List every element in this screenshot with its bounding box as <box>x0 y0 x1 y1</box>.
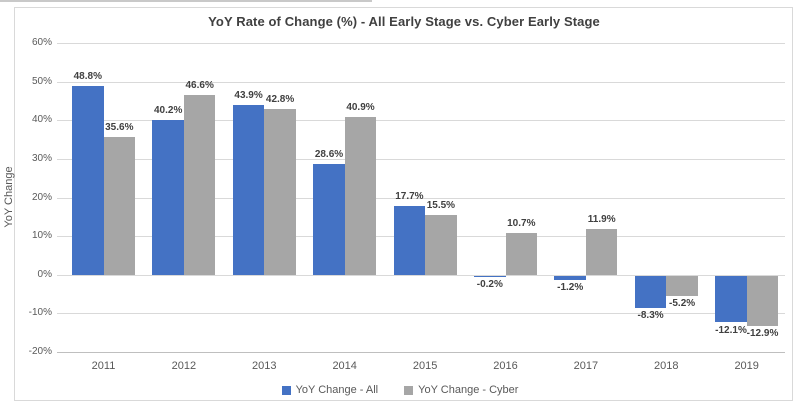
bar-cyber-2018 <box>666 275 698 296</box>
bar-label-all-2016: -0.2% <box>476 278 503 290</box>
y-tick-label: 0% <box>37 268 52 280</box>
x-tick-label-2017: 2017 <box>573 360 599 372</box>
y-tick-label: 40% <box>31 114 52 126</box>
y-tick-label: -20% <box>28 346 52 357</box>
bar-label-all-2014: 28.6% <box>314 149 344 161</box>
gridline <box>57 81 785 83</box>
bar-all-2018 <box>634 275 667 308</box>
bar-all-2017 <box>554 275 586 281</box>
legend-label-all: YoY Change - All <box>295 384 379 396</box>
y-tick-label: 50% <box>31 75 52 87</box>
bar-label-cyber-2017: 11.9% <box>587 213 616 225</box>
bar-label-cyber-2012: 46.6% <box>185 79 214 91</box>
bar-label-cyber-2015: 15.5% <box>426 199 456 211</box>
bar-all-2011 <box>72 86 104 275</box>
bar-all-2013 <box>232 105 265 275</box>
bar-label-all-2019: -12.1% <box>715 324 747 336</box>
bar-label-cyber-2018: -5.2% <box>669 297 696 309</box>
y-tick-label: 10% <box>31 230 52 242</box>
y-tick-label: 20% <box>31 191 52 203</box>
y-tick-label: 60% <box>31 37 52 48</box>
gridline <box>57 313 785 315</box>
x-tick-label-2014: 2014 <box>332 360 357 372</box>
bar-label-cyber-2014: 40.9% <box>346 101 375 113</box>
bar-cyber-2013 <box>264 109 296 275</box>
x-tick-label-2016: 2016 <box>493 360 518 372</box>
bar-label-all-2015: 17.7% <box>395 191 424 203</box>
bar-label-all-2011: 48.8% <box>73 71 102 83</box>
x-tick-label-2015: 2015 <box>412 360 438 372</box>
gridline <box>57 197 785 199</box>
bar-label-cyber-2011: 35.6% <box>105 122 134 134</box>
x-axis-line <box>57 352 785 353</box>
chart-border-box <box>14 7 793 401</box>
x-tick-label-2019: 2019 <box>734 360 759 372</box>
bar-cyber-2011 <box>103 137 135 275</box>
bar-label-cyber-2013: 42.8% <box>265 94 295 106</box>
x-tick-label-2012: 2012 <box>171 360 197 372</box>
legend-item-all: YoY Change - All <box>281 384 379 396</box>
legend-item-cyber: YoY Change - Cyber <box>404 384 518 396</box>
gridline <box>57 120 785 122</box>
x-tick-label-2018: 2018 <box>654 360 679 372</box>
chart-title: YoY Rate of Change (%) - All Early Stage… <box>208 14 600 29</box>
bar-all-2012 <box>152 119 184 275</box>
bar-all-2019 <box>715 275 747 323</box>
bar-cyber-2016 <box>505 233 537 275</box>
bar-all-2016 <box>474 275 506 277</box>
bar-cyber-2015 <box>425 214 457 275</box>
bar-label-all-2017: -1.2% <box>557 282 584 294</box>
y-tick-label: -10% <box>28 307 52 319</box>
legend-marker-cyber <box>404 385 414 395</box>
bar-label-all-2018: -8.3% <box>637 309 664 321</box>
bar-cyber-2014 <box>344 116 377 275</box>
bar-cyber-2017 <box>585 228 618 275</box>
bar-label-all-2013: 43.9% <box>234 90 263 102</box>
bar-label-all-2012: 40.2% <box>154 104 183 116</box>
window-edge-line <box>0 0 372 2</box>
bar-label-cyber-2016: 10.7% <box>507 218 536 230</box>
bar-cyber-2012 <box>183 94 216 275</box>
legend: YoY Change - All YoY Change - Cyber <box>0 384 800 396</box>
bar-all-2015 <box>393 206 426 275</box>
gridline <box>57 43 785 44</box>
x-tick-label-2011: 2011 <box>91 360 116 372</box>
legend-label-cyber: YoY Change - Cyber <box>418 384 519 396</box>
gridline <box>57 158 785 160</box>
x-tick-label-2013: 2013 <box>252 360 277 372</box>
bar-label-cyber-2019: -12.9% <box>746 327 779 339</box>
legend-marker-all <box>281 385 291 395</box>
bar-cyber-2019 <box>746 275 779 326</box>
bar-all-2014 <box>313 164 345 275</box>
y-tick-label: 30% <box>31 152 52 164</box>
gridline <box>57 274 785 276</box>
